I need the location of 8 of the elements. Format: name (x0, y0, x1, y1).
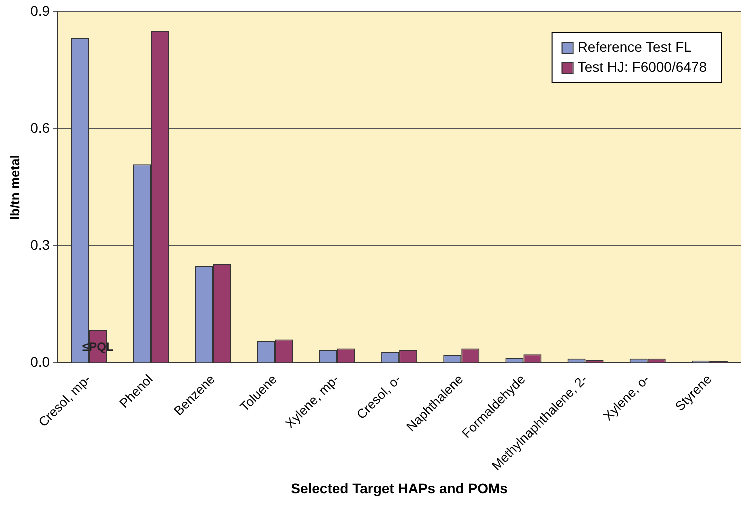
y-tick-label: 0.6 (30, 120, 50, 136)
legend-label: Test HJ: F6000/6478 (578, 58, 708, 75)
y-tick-label: 0.3 (30, 236, 50, 253)
legend-label: Reference Test FL (578, 38, 692, 55)
y-axis-title: lb/tn metal (7, 155, 22, 220)
x-axis-title: Selected Target HAPs and POMs (291, 480, 508, 496)
y-tick-label: 0.0 (30, 354, 50, 370)
y-tick-label: 0.9 (30, 2, 50, 19)
